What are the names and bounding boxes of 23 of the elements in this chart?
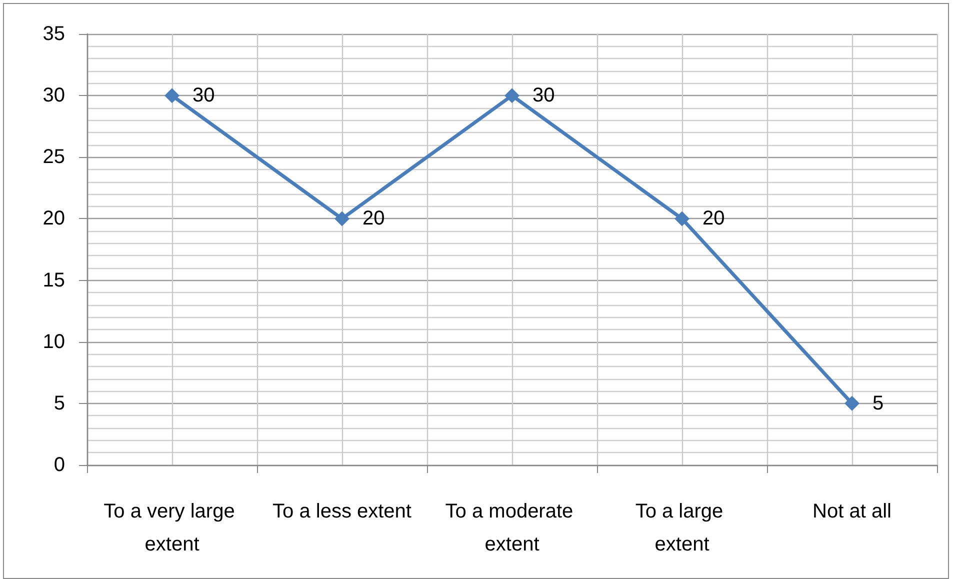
data-label: 20 [362, 208, 385, 230]
y-tick-label: 35 [42, 23, 65, 45]
point [164, 88, 180, 104]
x-tick-label: To a very large extent [104, 500, 240, 556]
point [844, 396, 860, 411]
y-tick-label: 10 [42, 330, 65, 353]
y-tick-label: 5 [54, 392, 65, 414]
point [674, 211, 690, 226]
y-tick-label: 0 [54, 454, 65, 476]
point [504, 88, 520, 104]
y-tick-label: 30 [42, 84, 65, 107]
y-tick-label: 15 [42, 269, 65, 292]
y-tick-label: 25 [42, 146, 65, 168]
data-label: 20 [702, 208, 725, 230]
data-label: 30 [532, 84, 555, 107]
point [334, 211, 350, 226]
x-tick-label: To a less extent [272, 500, 412, 522]
data-label: 5 [872, 392, 884, 414]
data-label: 30 [192, 84, 215, 107]
x-tick-label: To a moderate extent [445, 500, 579, 556]
x-tick-label: Not at all [812, 500, 892, 522]
y-tick-label: 20 [42, 208, 65, 230]
x-tick-label: To a large extent [635, 500, 729, 556]
